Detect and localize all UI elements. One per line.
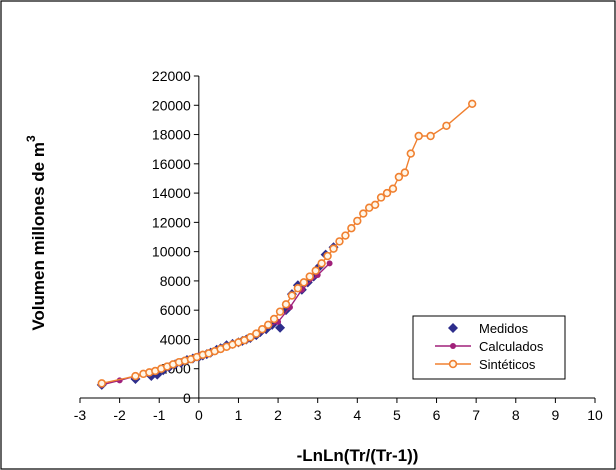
x-tick-label: -3 (74, 407, 87, 423)
sinteticos-point (311, 266, 320, 275)
y-tick-label: 20000 (152, 97, 191, 113)
series-2 (97, 99, 477, 388)
sinteticos-point (97, 379, 106, 388)
x-tick-label: 8 (512, 407, 520, 423)
sinteticos-point (388, 184, 398, 193)
series-layer (96, 99, 477, 390)
sinteticos-point (467, 99, 477, 109)
sinteticos-point (317, 259, 326, 268)
sinteticos-point (426, 131, 435, 141)
legend-label: Medidos (479, 321, 529, 336)
y-tick-label: 18000 (152, 127, 191, 143)
sinteticos-point (359, 209, 368, 218)
x-tick-label: 4 (353, 407, 361, 423)
y-tick-label: 4000 (160, 331, 191, 347)
sinteticos-point (281, 300, 291, 309)
legend: Medidos Calculados Sintéticos (412, 315, 566, 380)
y-tick-label: 12000 (152, 214, 191, 230)
y-axis-title: Volumen millones de m3 (24, 135, 48, 331)
legend-label: Calculados (479, 339, 544, 354)
x-tick-label: 1 (235, 407, 243, 423)
medidos-point (275, 322, 286, 333)
y-axis-title-text: Volumen millones de m (29, 142, 48, 331)
sinteticos-point (269, 314, 279, 324)
x-tick-label: 7 (472, 407, 480, 423)
sinteticos-point (131, 371, 140, 381)
y-tick-label: 14000 (152, 185, 191, 201)
sinteticos-point (414, 131, 423, 141)
x-tick-label: -1 (153, 407, 166, 423)
x-tick-label: 2 (274, 407, 282, 423)
y-tick-label: 6000 (160, 302, 191, 318)
x-tick-label: 5 (393, 407, 401, 423)
sinteticos-point (275, 307, 285, 316)
y-tick-label: 0 (183, 390, 191, 406)
sinteticos-point (252, 329, 261, 338)
y-axis-title-superscript: 3 (24, 135, 38, 142)
sinteticos-point (382, 188, 392, 198)
sinteticos-point (323, 251, 332, 261)
x-tick-label: 6 (433, 407, 441, 423)
y-tick-label: 22000 (152, 68, 191, 84)
sinteticos-point (347, 224, 356, 233)
legend-box (412, 315, 566, 380)
sinteticos-point (406, 149, 415, 158)
sinteticos-point (394, 172, 404, 182)
sinteticos-point (376, 193, 386, 202)
legend-label: Sintéticos (479, 357, 536, 372)
y-tick-label: 16000 (152, 156, 191, 172)
medidos-point (448, 323, 458, 333)
x-tick-label: 10 (587, 407, 603, 423)
calculados-point (450, 343, 456, 349)
sinteticos-point (341, 231, 350, 240)
y-tick-label: 10000 (152, 244, 191, 260)
sinteticos-point (353, 216, 362, 226)
sinteticos-point (258, 325, 267, 334)
sinteticos-point (329, 244, 338, 253)
sinteticos-point (442, 121, 451, 130)
sinteticos-point (287, 291, 297, 300)
x-tick-label: -2 (113, 407, 126, 423)
sinteticos-point (246, 333, 255, 342)
sinteticos-point (293, 284, 303, 293)
calculados-point (326, 260, 333, 267)
y-tick-label: 8000 (160, 273, 191, 289)
x-tick-label: 9 (551, 407, 559, 423)
x-tick-label: 3 (314, 407, 322, 423)
sinteticos-point (370, 200, 380, 210)
x-axis-title: -LnLn(Tr/(Tr-1)) (297, 446, 419, 465)
sinteticos-point (400, 168, 410, 177)
sinteticos-point (335, 237, 344, 246)
sinteticos-point (448, 359, 458, 369)
sinteticos-point (305, 272, 314, 281)
sinteticos-point (263, 320, 273, 330)
sinteticos-point (299, 278, 309, 287)
x-tick-label: 0 (195, 407, 203, 423)
